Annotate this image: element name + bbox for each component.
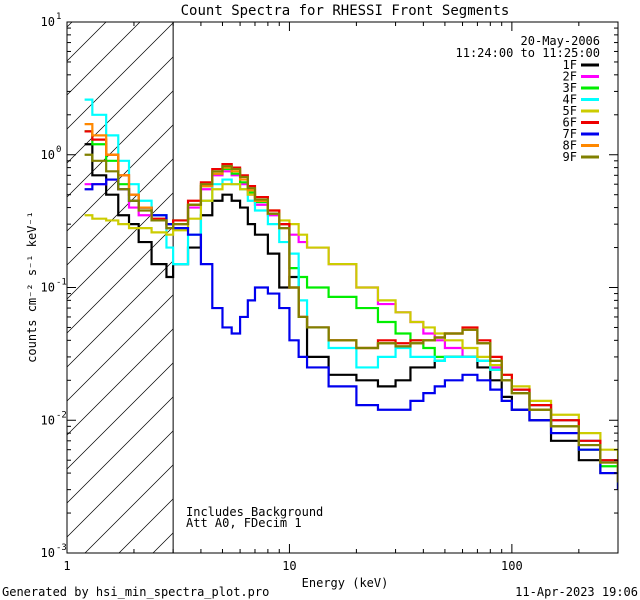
legend-label-2F: 2F xyxy=(563,70,577,84)
legend-label-8F: 8F xyxy=(563,139,577,153)
legend-label-9F: 9F xyxy=(563,150,577,164)
footer-timestamp: 11-Apr-2023 19:06 xyxy=(515,585,638,599)
y-tick-exponent: -1 xyxy=(56,278,67,288)
y-tick-exponent: -3 xyxy=(56,543,67,553)
legend-label-7F: 7F xyxy=(563,127,577,141)
y-tick-exponent: 0 xyxy=(56,145,61,155)
legend-label-1F: 1F xyxy=(563,58,577,72)
annotation-background: Includes Background xyxy=(186,505,323,519)
y-tick-label: 10 xyxy=(41,413,55,427)
y-axis-label: counts cm⁻² s⁻¹ keV⁻¹ xyxy=(25,211,39,363)
y-tick-exponent: 1 xyxy=(56,12,61,22)
x-tick-label: 100 xyxy=(501,559,523,573)
time-range-label: 11:24:00 to 11:25:00 xyxy=(456,46,601,60)
chart-title: Count Spectra for RHESSI Front Segments xyxy=(181,3,510,19)
y-tick-label: 10 xyxy=(41,148,55,162)
series-line-7F xyxy=(84,178,618,490)
legend-label-3F: 3F xyxy=(563,81,577,95)
hatch-line xyxy=(67,22,243,198)
y-tick-label: 10 xyxy=(41,546,55,560)
series-layer xyxy=(84,98,618,490)
hatch-line xyxy=(67,22,209,164)
y-tick-exponent: -2 xyxy=(56,410,67,420)
x-tick-label: 10 xyxy=(282,559,296,573)
series-line-9F xyxy=(84,153,618,483)
y-tick-label: 10 xyxy=(41,281,55,295)
hatch-line xyxy=(67,22,175,130)
footer-generated: Generated by hsi_min_spectra_plot.pro xyxy=(2,585,269,599)
legend-label-6F: 6F xyxy=(563,116,577,130)
x-tick-label: 1 xyxy=(63,559,70,573)
x-axis-label: Energy (keV) xyxy=(302,576,389,590)
legend-label-4F: 4F xyxy=(563,93,577,107)
hatch-mask xyxy=(173,22,618,553)
legend-label-5F: 5F xyxy=(563,104,577,118)
shaded-region xyxy=(67,22,618,553)
y-tick-label: 10 xyxy=(41,15,55,29)
date-label: 20-May-2006 xyxy=(521,34,600,48)
annotation-attenuator: Att A0, FDecim 1 xyxy=(186,516,302,530)
